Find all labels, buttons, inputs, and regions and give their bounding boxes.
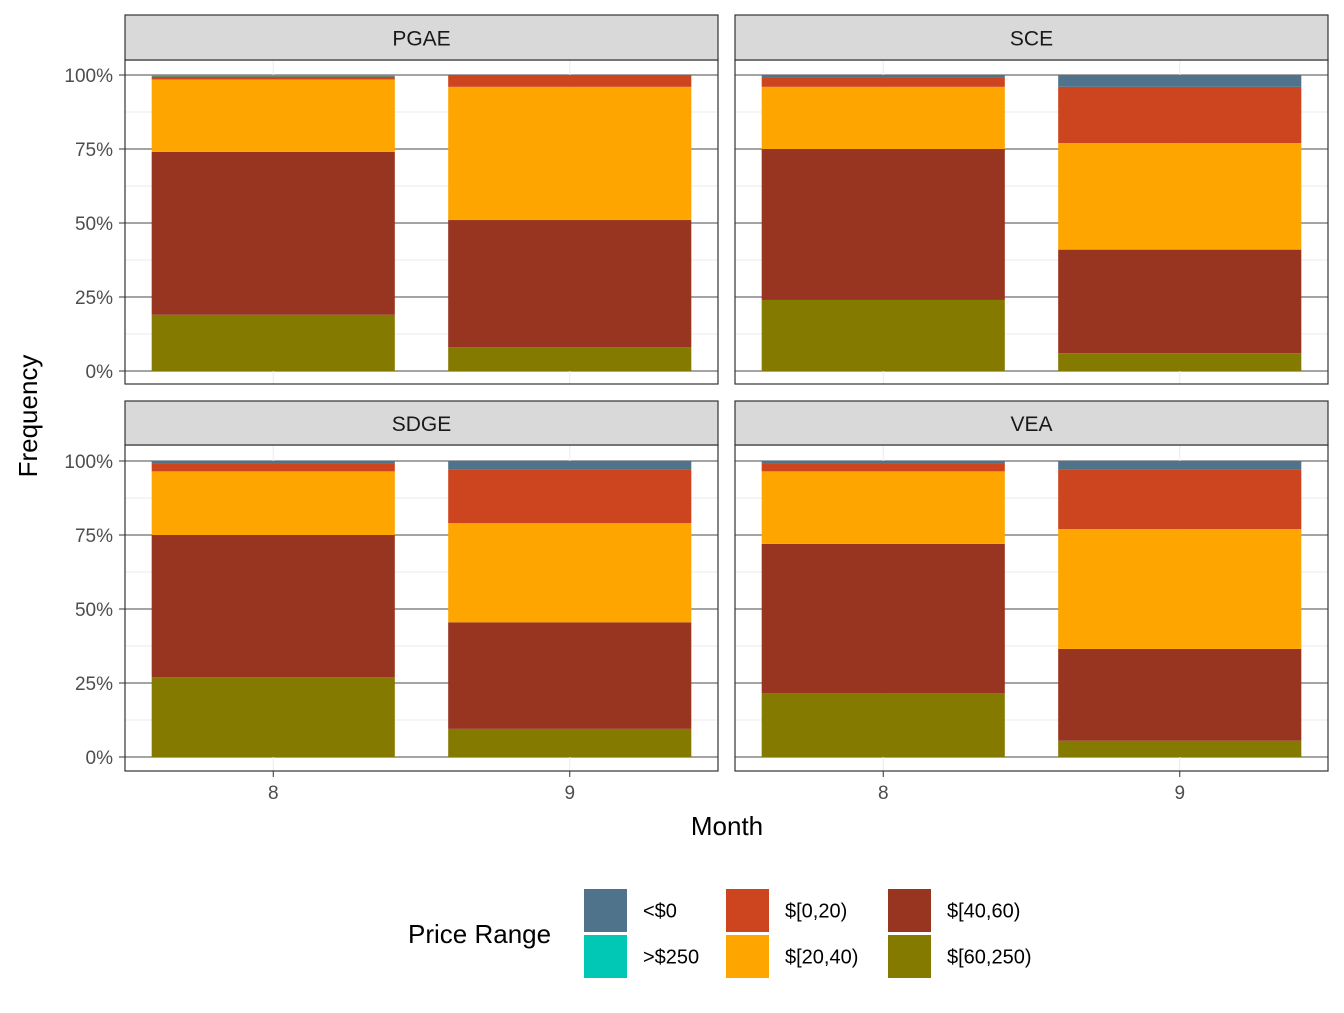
bar-segment [151, 79, 395, 152]
bar-segment [1058, 353, 1302, 371]
y-tick-label: 50% [75, 600, 113, 621]
bar-segment [1058, 648, 1302, 741]
bar-segment [1058, 461, 1302, 470]
y-tick-label: 75% [75, 140, 113, 161]
legend-label: $[60,250) [947, 947, 1032, 969]
bar-segment [151, 463, 395, 472]
facet-strip [124, 400, 719, 446]
bar-segment [1058, 143, 1302, 250]
panel-sdge: SDGE 0% 25% 50% 75% 100% 8 9 [64, 400, 719, 804]
facet-strip [734, 400, 1329, 446]
bar-segment [151, 76, 395, 80]
legend-label: $[20,40) [785, 947, 858, 969]
legend-key [888, 935, 931, 978]
x-tick-label: 8 [878, 783, 889, 804]
bar-segment [151, 677, 395, 757]
bar-segment [151, 75, 395, 77]
legend-label: $[0,20) [785, 901, 847, 923]
bar-segment [448, 75, 692, 87]
bar-segment [151, 314, 395, 371]
x-tick-label: 9 [564, 783, 575, 804]
x-axis-title: Month [691, 811, 763, 841]
bar-segment [151, 471, 395, 535]
bar-segment [448, 523, 692, 623]
bar-segment [1058, 249, 1302, 354]
bar-segment [151, 151, 395, 315]
legend-key [726, 935, 769, 978]
legend-key [888, 889, 931, 932]
bar-segment [448, 347, 692, 371]
y-tick-label: 100% [64, 66, 113, 87]
bar-segment [1058, 86, 1302, 144]
facet-strip-label: PGAE [392, 28, 450, 51]
y-tick-label: 75% [75, 526, 113, 547]
bar-segment [448, 461, 692, 470]
legend-key [726, 889, 769, 932]
legend-key [584, 889, 627, 932]
bar-segment [448, 469, 692, 524]
bar-segment [761, 75, 1005, 78]
bar-segment [448, 728, 692, 757]
y-axis-title: Frequency [13, 355, 43, 478]
bar-segment [761, 471, 1005, 544]
bar-segment [761, 693, 1005, 757]
panel-vea: VEA 8 9 [734, 400, 1329, 804]
legend-label: >$250 [643, 947, 699, 969]
legend-label: <$0 [643, 901, 677, 923]
y-tick-label: 50% [75, 214, 113, 235]
bar-segment [761, 149, 1005, 300]
legend-label: $[40,60) [947, 901, 1020, 923]
facet-strip [124, 14, 719, 61]
bar-segment [448, 86, 692, 221]
facet-strip-label: SCE [1010, 28, 1053, 51]
x-tick-label: 9 [1174, 783, 1185, 804]
y-tick-label: 0% [86, 748, 114, 769]
bar-segment [761, 77, 1005, 87]
y-tick-label: 25% [75, 674, 113, 695]
panel-pgae: PGAE 0% 25% 50% 75% 100% [64, 14, 719, 385]
bar-segment [1058, 740, 1302, 757]
bar-segment [761, 86, 1005, 149]
bar-segment [448, 220, 692, 348]
bar-segment [761, 299, 1005, 371]
y-tick-label: 0% [86, 362, 114, 383]
bar-segment [761, 461, 1005, 464]
bar-segment [448, 622, 692, 729]
facet-strip-label: VEA [1010, 413, 1052, 436]
x-tick-label: 8 [268, 783, 279, 804]
bar-segment [1058, 75, 1302, 87]
bar-segment [761, 543, 1005, 694]
facet-panels: PGAE 0% 25% 50% 75% 100% SCE SDGE 0% 25% 50% 75% 100… [64, 14, 1329, 804]
legend-title: Price Range [408, 919, 551, 949]
panel-sce: SCE [734, 14, 1329, 385]
bar-segment [1058, 469, 1302, 530]
bar-segment [151, 461, 395, 464]
legend: Price Range <$0 >$250 $[0,20) $[20,40) $[40,… [408, 889, 1032, 978]
bar-segment [761, 463, 1005, 472]
bar-segment [1058, 529, 1302, 649]
facet-strip [734, 14, 1329, 61]
y-tick-label: 25% [75, 288, 113, 309]
y-tick-label: 100% [64, 452, 113, 473]
bar-segment [151, 535, 395, 678]
facet-strip-label: SDGE [392, 413, 452, 436]
legend-key [584, 935, 627, 978]
